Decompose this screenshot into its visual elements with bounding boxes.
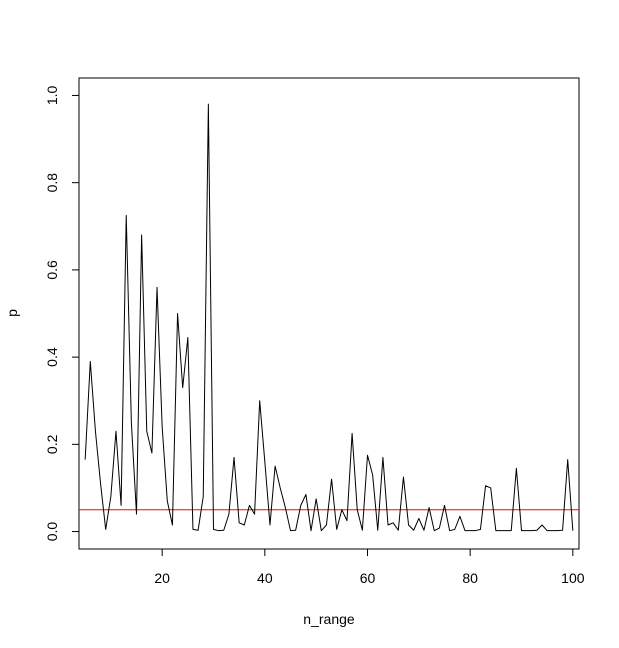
x-tick-label: 60 (360, 570, 376, 586)
plot-frame (78, 77, 580, 550)
y-tick-label: 0.2 (44, 434, 60, 454)
series-line-p (84, 103, 574, 532)
x-axis: 20 40 60 80 100 (154, 548, 585, 586)
x-tick-label: 80 (462, 570, 478, 586)
x-tick-label: 20 (154, 570, 170, 586)
y-tick-label: 0.4 (44, 347, 60, 367)
x-tick-label: 40 (257, 570, 273, 586)
x-axis-label: n_range (303, 611, 355, 627)
y-tick-label: 0.8 (44, 173, 60, 193)
y-tick-label: 0.0 (44, 522, 60, 542)
y-tick-label: 0.6 (44, 260, 60, 280)
y-tick-label: 1.0 (44, 86, 60, 106)
y-axis: 0.0 0.2 0.4 0.6 0.8 1.0 (44, 86, 80, 542)
x-tick-label: 100 (561, 570, 585, 586)
y-axis-label: p (4, 309, 20, 317)
